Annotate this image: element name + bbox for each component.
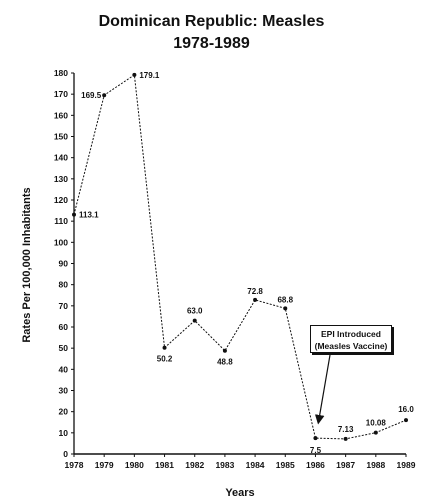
data-point <box>162 345 167 350</box>
x-tick-label: 1988 <box>366 460 385 470</box>
y-tick-label: 90 <box>59 259 69 269</box>
x-tick-label: 1980 <box>125 460 144 470</box>
data-label: 16.0 <box>398 405 414 414</box>
y-tick-label: 0 <box>63 449 68 459</box>
data-label: 7.13 <box>338 425 354 434</box>
data-label: 113.1 <box>79 211 99 220</box>
x-tick-label: 1987 <box>336 460 355 470</box>
y-tick-label: 140 <box>54 153 68 163</box>
x-tick-label: 1981 <box>155 460 174 470</box>
x-axis-title: Years <box>225 487 254 499</box>
y-tick-label: 110 <box>54 216 68 226</box>
data-label: 169.5 <box>81 91 102 100</box>
y-tick-label: 160 <box>54 110 68 120</box>
x-tick-label: 1986 <box>306 460 325 470</box>
data-label: 68.8 <box>277 295 293 304</box>
chart-subtitle: 1978-1989 <box>173 35 250 52</box>
data-point <box>72 212 76 217</box>
data-label: 48.8 <box>217 358 233 367</box>
y-tick-label: 40 <box>59 364 69 374</box>
x-tick-label: 1989 <box>397 460 416 470</box>
y-ticks: 0 10 20 30 40 50 60 70 80 90 100 110 120 130 140 150 160… <box>54 68 74 459</box>
data-label: 63.0 <box>187 307 203 316</box>
data-label: 72.8 <box>247 287 263 296</box>
x-ticks: 1978 1979 1980 1981 1982 1983 1984 1985 1986 1987… <box>65 454 416 470</box>
data-label: 179.1 <box>139 71 160 80</box>
y-tick-label: 60 <box>59 322 69 332</box>
y-tick-label: 170 <box>54 89 68 99</box>
y-tick-label: 100 <box>54 237 68 247</box>
y-tick-label: 180 <box>54 68 68 78</box>
data-label: 50.2 <box>157 355 173 364</box>
data-labels: 113.1 169.5 179.1 50.2 63.0 48.8 72.8 68.8 7.5 7.… <box>79 71 414 455</box>
y-tick-label: 30 <box>59 386 69 396</box>
data-point <box>313 436 318 441</box>
x-tick-label: 1978 <box>65 460 84 470</box>
data-label: 7.5 <box>310 446 322 455</box>
data-point <box>192 318 197 323</box>
series-polyline <box>73 74 407 440</box>
y-tick-label: 150 <box>54 132 68 142</box>
y-tick-label: 130 <box>54 174 68 184</box>
y-tick-label: 50 <box>59 343 69 353</box>
data-points <box>72 72 408 441</box>
annotation-line2: (Measles Vaccine) <box>314 341 388 351</box>
y-axis-title: Rates Per 100,000 Inhabitants <box>21 187 33 342</box>
y-tick-label: 120 <box>54 195 68 205</box>
series-line <box>73 74 407 440</box>
x-tick-label: 1983 <box>215 460 234 470</box>
x-tick-label: 1982 <box>185 460 204 470</box>
y-tick-label: 80 <box>59 280 69 290</box>
x-tick-label: 1984 <box>246 460 265 470</box>
data-point <box>253 297 258 302</box>
data-point <box>373 430 378 435</box>
y-tick-label: 70 <box>59 301 69 311</box>
x-tick-label: 1979 <box>95 460 114 470</box>
data-point <box>283 306 288 311</box>
y-tick-label: 20 <box>59 407 69 417</box>
data-point <box>404 418 408 423</box>
annotation-line1: EPI Introduced <box>321 329 381 339</box>
annotation-arrow <box>314 354 331 425</box>
data-point <box>132 72 137 77</box>
y-tick-label: 10 <box>59 428 69 438</box>
data-point <box>343 436 348 441</box>
axes <box>73 73 406 455</box>
data-label: 10.08 <box>366 419 387 428</box>
x-tick-label: 1985 <box>276 460 295 470</box>
data-point <box>222 348 227 353</box>
chart-title: Dominican Republic: Measles <box>98 13 325 30</box>
data-point <box>102 93 107 98</box>
annotation-box: EPI Introduced (Measles Vaccine) <box>310 325 392 353</box>
